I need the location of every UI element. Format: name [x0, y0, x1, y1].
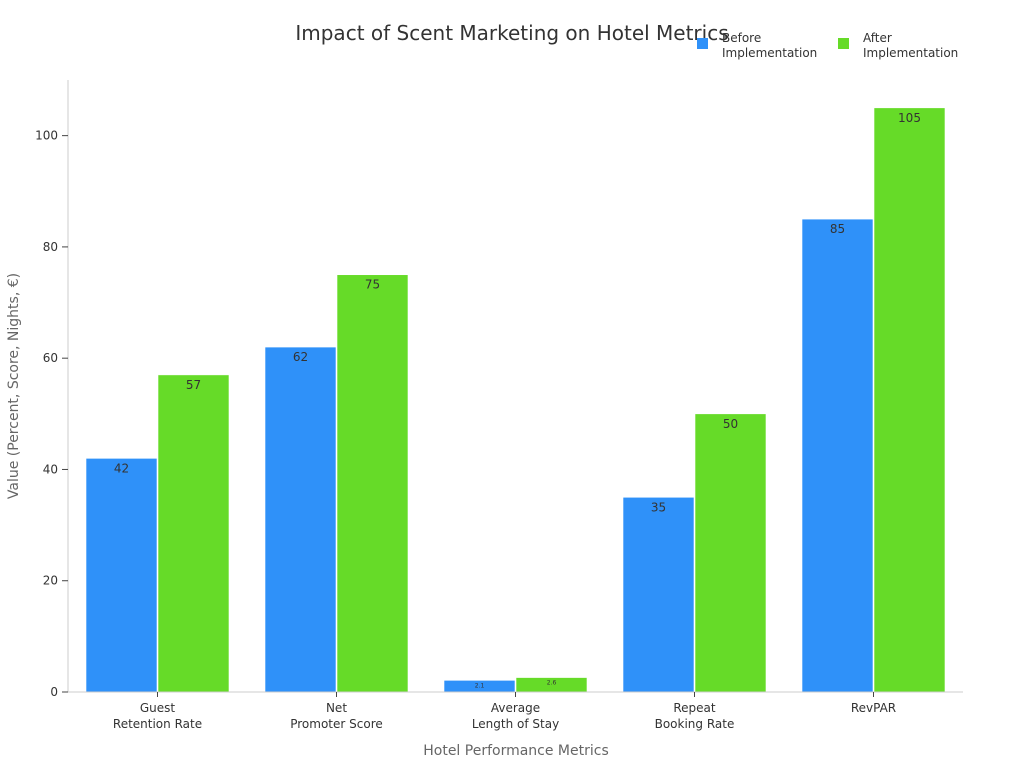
x-tick-label: Guest Retention Rate — [113, 701, 202, 731]
x-tick-label: Net Promoter Score — [290, 701, 383, 731]
bar-value-label: 75 — [365, 278, 380, 292]
bar-labels: 42 57 62 75 2.1 2.6 35 50 85 105 — [114, 111, 921, 689]
y-axis: 0 20 40 60 80 100 — [35, 80, 69, 699]
bar — [801, 218, 874, 693]
y-tick-label: 40 — [43, 462, 58, 476]
x-tick-label-line: RevPAR — [851, 701, 896, 715]
bar — [157, 374, 230, 693]
bar-value-label: 50 — [723, 417, 738, 431]
legend-label-line: Implementation — [863, 46, 958, 60]
y-tick-label: 60 — [43, 351, 58, 365]
x-axis-title: Hotel Performance Metrics — [423, 743, 609, 759]
x-axis: Guest Retention Rate Net Promoter Score Aver… — [68, 691, 963, 731]
x-tick-label-line: Promoter Score — [290, 717, 383, 731]
x-tick-label-line: Net — [326, 701, 347, 715]
bar-value-label: 85 — [830, 222, 845, 236]
x-tick-label-line: Repeat — [673, 701, 716, 715]
bar-value-label: 62 — [293, 350, 308, 364]
legend-label: Before Implementation — [722, 31, 817, 60]
bar — [336, 274, 409, 693]
bar-value-label: 42 — [114, 461, 129, 475]
bar — [873, 107, 946, 693]
legend-swatch — [838, 38, 849, 49]
y-tick-label: 100 — [35, 129, 58, 143]
x-tick-label-line: Average — [491, 701, 540, 715]
bar-value-label: 105 — [898, 111, 921, 125]
y-axis-title: Value (Percent, Score, Nights, €) — [6, 273, 22, 499]
chart-title: Impact of Scent Marketing on Hotel Metri… — [295, 21, 728, 45]
bar-value-label: 35 — [651, 500, 666, 514]
y-tick-label: 0 — [50, 685, 58, 699]
bar — [622, 496, 695, 693]
x-tick-label-line: Booking Rate — [655, 717, 735, 731]
x-tick-label-line: Retention Rate — [113, 717, 202, 731]
bars — [85, 107, 946, 693]
legend-label: After Implementation — [863, 31, 958, 60]
y-tick-label: 20 — [43, 574, 58, 588]
bar — [85, 458, 158, 693]
bar-value-label: 57 — [186, 378, 201, 392]
legend-label-line: Implementation — [722, 46, 817, 60]
bar-value-label: 2.6 — [547, 680, 557, 687]
bar-value-label: 2.1 — [475, 682, 485, 689]
legend-label-line: After — [863, 31, 892, 45]
x-tick-label: Average Length of Stay — [472, 701, 559, 731]
x-tick-label-line: Guest — [140, 701, 176, 715]
legend-swatch — [697, 38, 708, 49]
x-tick-label: Repeat Booking Rate — [655, 701, 735, 731]
legend-label-line: Before — [722, 31, 761, 45]
x-tick-label: RevPAR — [851, 701, 896, 715]
y-tick-label: 80 — [43, 240, 58, 254]
bar — [264, 346, 337, 693]
x-tick-label-line: Length of Stay — [472, 717, 559, 731]
bar — [694, 413, 767, 693]
